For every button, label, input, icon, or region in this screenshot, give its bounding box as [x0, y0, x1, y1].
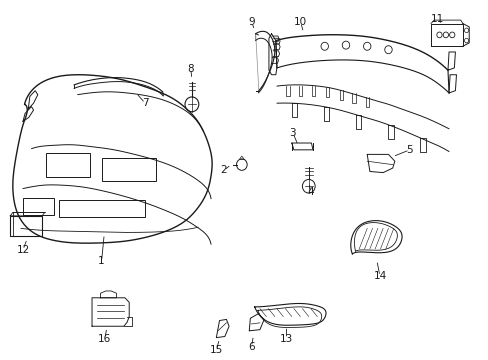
Text: 7: 7 [142, 98, 148, 108]
Text: 3: 3 [289, 128, 296, 138]
Bar [46, 153, 90, 177]
Text: 6: 6 [247, 342, 254, 352]
Text: 10: 10 [294, 17, 307, 27]
Bar [102, 158, 156, 181]
Bar [10, 216, 42, 236]
Bar [59, 200, 145, 217]
Text: 2: 2 [220, 165, 226, 175]
Text: 13: 13 [279, 334, 292, 344]
Text: 1: 1 [98, 256, 105, 266]
Text: 16: 16 [98, 334, 111, 344]
Text: 8: 8 [187, 64, 194, 74]
Text: 9: 9 [248, 17, 255, 27]
Text: 14: 14 [373, 271, 386, 281]
Text: 4: 4 [307, 187, 314, 197]
Text: 15: 15 [209, 345, 223, 355]
Text: 12: 12 [16, 245, 29, 255]
Bar [23, 198, 54, 215]
Text: 11: 11 [430, 14, 444, 24]
Text: 5: 5 [406, 145, 412, 155]
